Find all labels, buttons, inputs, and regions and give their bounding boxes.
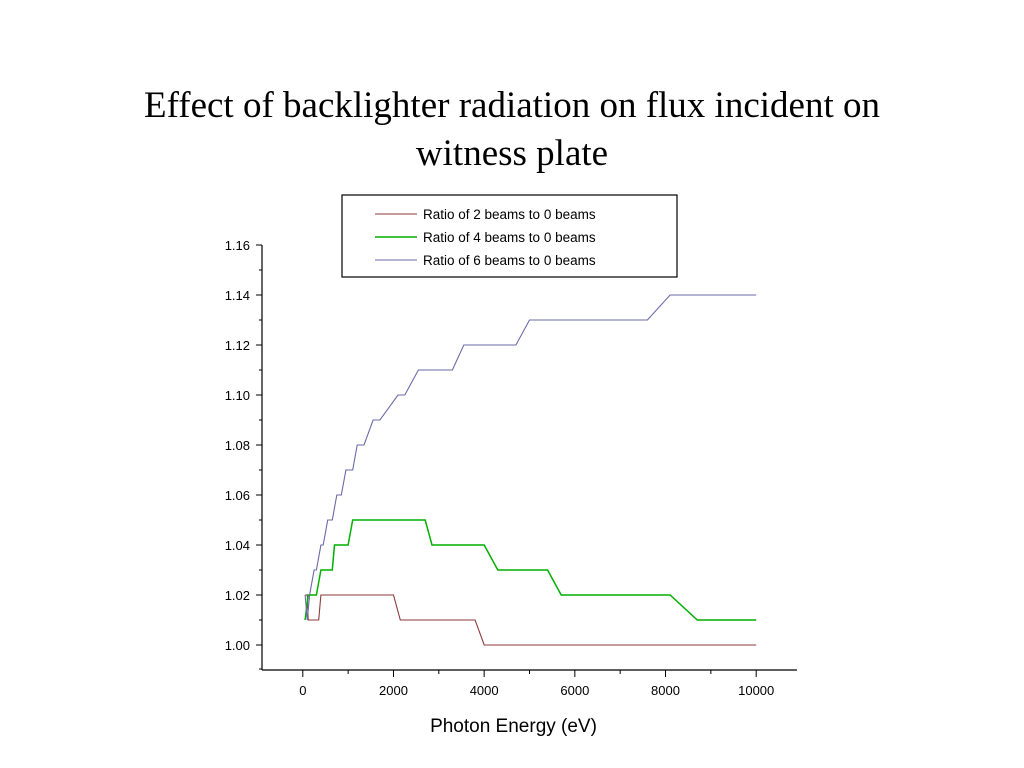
x-axis-title: Photon Energy (eV) (430, 716, 597, 737)
x-tick-label: 10000 (738, 683, 774, 698)
slide-title-line-2: witness plate (415, 133, 609, 174)
legend-label: Ratio of 4 beams to 0 beams (423, 230, 596, 245)
y-tick-label: 1.16 (225, 238, 250, 253)
slide-title-line-1: Effect of backlighter radiation on flux … (144, 85, 880, 126)
y-tick-label: 1.00 (225, 638, 250, 653)
y-tick-label: 1.04 (225, 538, 250, 553)
y-tick-label: 1.12 (225, 338, 250, 353)
legend-box (341, 194, 678, 278)
series-line-1 (305, 594, 757, 646)
legend-label: Ratio of 6 beams to 0 beams (423, 253, 596, 268)
y-tick-label: 1.14 (225, 288, 250, 303)
y-tick-label: 1.02 (225, 588, 250, 603)
y-tick-label: 1.10 (225, 388, 250, 403)
y-tick-label: 1.08 (225, 438, 250, 453)
legend-label: Ratio of 2 beams to 0 beams (423, 207, 596, 222)
x-tick-label: 2000 (379, 683, 408, 698)
x-tick-label: 8000 (651, 683, 680, 698)
series-line-3 (304, 294, 757, 621)
series-line-2 (304, 519, 757, 621)
x-tick-label: 0 (299, 683, 306, 698)
x-tick-label: 4000 (470, 683, 499, 698)
y-tick-label: 1.06 (225, 488, 250, 503)
slide-title: Effect of backlighter radiation on flux … (62, 82, 962, 178)
x-tick-label: 6000 (560, 683, 589, 698)
